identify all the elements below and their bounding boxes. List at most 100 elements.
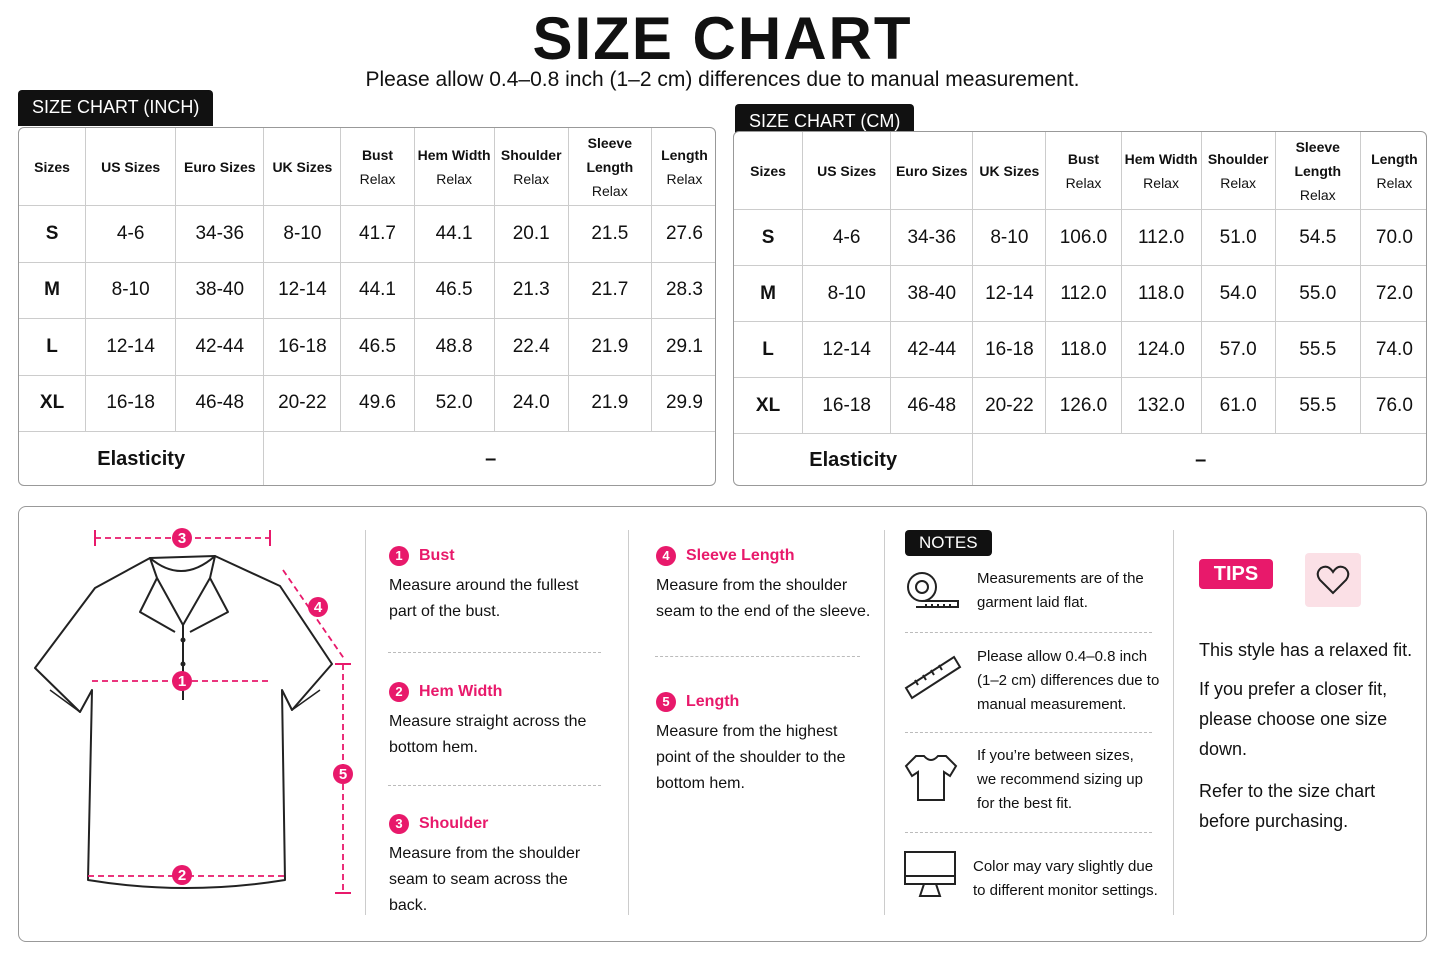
divider: [905, 732, 1152, 733]
column-header: Sleeve Length Relax: [567, 128, 652, 206]
cell: 55.5: [1274, 321, 1361, 378]
table-box: Sizes US Sizes Euro Sizes UK Sizes Bust Relax…: [18, 127, 716, 486]
column-header: Bust Relax: [1045, 132, 1122, 210]
cell: 12-14: [972, 265, 1047, 322]
header-line: Euro Sizes: [895, 162, 968, 179]
cell: 42-44: [890, 321, 974, 378]
number: 2: [389, 682, 409, 702]
divider: [388, 652, 601, 653]
header-line: Shoulder: [500, 146, 562, 163]
cell: 34-36: [175, 205, 265, 263]
cell: 16-18: [85, 374, 177, 432]
cell: 124.0: [1120, 321, 1202, 378]
note: Measurements are of the garment laid fla…: [977, 570, 1144, 611]
tips-label: TIPS: [1199, 559, 1273, 589]
header-line: Relax: [591, 182, 628, 199]
divider: [905, 632, 1152, 633]
cell: 4-6: [85, 205, 177, 263]
cell: 29.9: [650, 374, 715, 432]
header-line: Hem Width: [417, 146, 491, 163]
cell: 20.1: [493, 205, 569, 263]
column-header: Sizes: [734, 132, 804, 210]
heart-icon: [1305, 553, 1361, 607]
cell: 42-44: [175, 318, 265, 376]
cell: 12-14: [802, 321, 892, 378]
header-line: Relax: [359, 170, 396, 187]
guide-item: 2 Hem Width Measure straight across the bo…: [389, 679, 604, 761]
column-header: Hem Width Relax: [413, 128, 495, 206]
divider: [884, 530, 885, 915]
header-line: UK Sizes: [272, 158, 333, 175]
cell: 21.9: [567, 374, 652, 432]
number: 4: [656, 546, 676, 566]
cell: 44.1: [340, 261, 415, 319]
header-line: Sleeve Length: [586, 134, 634, 175]
note-icons: [904, 572, 962, 897]
elasticity-row: Elasticity –: [734, 433, 1426, 485]
cell: 8-10: [802, 265, 892, 322]
cell: 112.0: [1045, 265, 1122, 322]
header-line: Relax: [1376, 174, 1413, 191]
header-line: US Sizes: [817, 162, 877, 179]
cell: L: [734, 321, 804, 378]
number: 1: [389, 546, 409, 566]
marker: 1: [178, 673, 186, 690]
column-header: Euro Sizes: [890, 132, 974, 210]
shirt-diagram: 3 1 2 4 5: [34, 528, 353, 894]
guide-title: Sleeve Length: [686, 547, 795, 564]
cell: 12-14: [85, 318, 177, 376]
cell: 106.0: [1045, 209, 1122, 266]
column-header: US Sizes: [802, 132, 892, 210]
header-row: Sizes US Sizes Euro Sizes UK Sizes Bust Relax…: [734, 132, 1426, 210]
cell: 29.1: [650, 318, 715, 376]
cell: 132.0: [1120, 377, 1202, 434]
cell: 44.1: [413, 205, 495, 263]
cell: 16-18: [802, 377, 892, 434]
cell: 72.0: [1359, 265, 1426, 322]
marker: 3: [178, 530, 186, 547]
elasticity-label: Elasticity: [734, 433, 974, 485]
tip: This style has a relaxed fit.: [1199, 640, 1413, 660]
tip: If you prefer a closer fit, please choos…: [1199, 679, 1388, 759]
cell: 21.7: [567, 261, 652, 319]
cell: 21.3: [493, 261, 569, 319]
cell: 46-48: [175, 374, 265, 432]
guide-title: Bust: [419, 547, 455, 564]
cell: 118.0: [1120, 265, 1202, 322]
cell: 8-10: [263, 205, 342, 263]
cell: 49.6: [340, 374, 415, 432]
cell: 54.0: [1200, 265, 1276, 322]
divider: [628, 530, 629, 915]
header-line: Relax: [436, 170, 472, 187]
header-line: Euro Sizes: [183, 158, 256, 175]
header-line: Length: [661, 146, 708, 163]
elasticity-label: Elasticity: [19, 431, 265, 485]
cell: 38-40: [890, 265, 974, 322]
header-line: Hem Width: [1124, 150, 1198, 167]
guide-panel: [18, 506, 1427, 942]
notes-label: NOTES: [905, 530, 992, 556]
column-header: Euro Sizes: [175, 128, 265, 206]
cell: 20-22: [263, 374, 342, 432]
cell: 76.0: [1359, 377, 1426, 434]
cell: 24.0: [493, 374, 569, 432]
divider: [388, 785, 601, 786]
cell: 8-10: [85, 261, 177, 319]
cell: 61.0: [1200, 377, 1276, 434]
column-header: Bust Relax: [340, 128, 415, 206]
column-header: Length Relax: [1359, 132, 1426, 210]
title: SIZE CHART: [532, 5, 913, 72]
header-line: UK Sizes: [979, 162, 1040, 179]
header-line: Relax: [1065, 174, 1102, 191]
table-box: Sizes US Sizes Euro Sizes UK Sizes Bust Relax…: [733, 131, 1427, 486]
note: If you’re between sizes, we recommend si…: [977, 747, 1143, 812]
cell: 8-10: [972, 209, 1047, 266]
cell: M: [19, 261, 87, 319]
number: 3: [389, 814, 409, 834]
column-header: Length Relax: [650, 128, 715, 206]
cell: 52.0: [413, 374, 495, 432]
column-header: US Sizes: [85, 128, 177, 206]
cell: 126.0: [1045, 377, 1122, 434]
cell: 34-36: [890, 209, 974, 266]
